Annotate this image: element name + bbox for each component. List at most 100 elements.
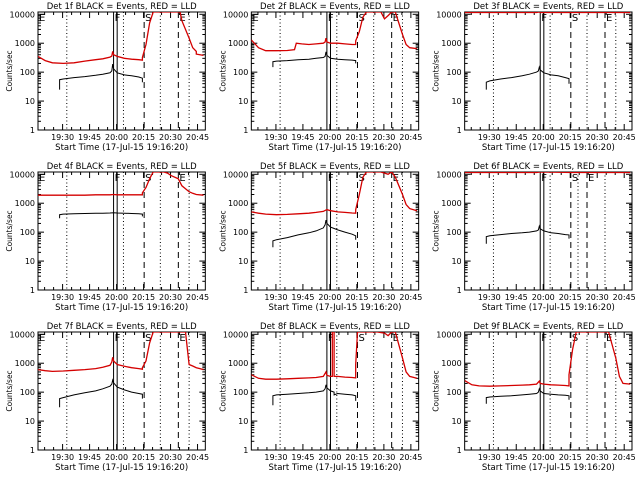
y-tick-label: 10 [238, 97, 248, 106]
panel-8: F S E 1 10 100 1000 10000 19:30 19:45 20:00 20:15 20… [218, 322, 422, 473]
y-tick-label: 10 [25, 257, 35, 266]
region-marker: E [179, 13, 185, 24]
region-marker: S [358, 13, 364, 24]
y-tick-label: 1000 [228, 359, 248, 368]
y-tick-label: 100 [233, 388, 248, 397]
y-tick-label: 1 [30, 286, 35, 295]
y-tick-label: 10000 [223, 170, 248, 179]
x-tick-label: 20:00 [532, 293, 555, 302]
panel-3: F S E 1 10 100 1000 10000 19:30 19:45 20:00 20:15 20… [432, 2, 636, 153]
series-lld-line [251, 332, 418, 380]
y-tick-label: 10 [238, 417, 248, 426]
region-marker: S [145, 173, 151, 184]
y-tick-label: 10 [25, 97, 35, 106]
panel-title: Det 1f BLACK = Events, RED = LLD [47, 2, 197, 12]
y-tick-label: 100 [446, 228, 461, 237]
y-tick-label: 1000 [441, 199, 461, 208]
x-axis-label: Start Time (17-Jul-15 19:16:20) [55, 143, 188, 153]
y-axis-label: Counts/sec [5, 50, 14, 91]
y-axis-label: Counts/sec [5, 370, 14, 411]
plot-frame [37, 171, 206, 291]
series-lld-line [38, 332, 204, 373]
x-tick-label: 20:45 [186, 133, 209, 142]
x-tick-label: 20:00 [318, 133, 341, 142]
x-tick-label: 20:45 [613, 133, 636, 142]
region-marker: F [328, 13, 334, 24]
series-lld-line [464, 12, 631, 14]
y-tick-label: 1000 [15, 359, 35, 368]
series-events-line [272, 51, 357, 68]
plot-frame [250, 331, 420, 451]
x-tick-label: 19:45 [78, 453, 101, 462]
x-tick-label: 19:30 [51, 133, 74, 142]
x-tick-label: 20:00 [105, 133, 128, 142]
series-lld-line [38, 12, 204, 65]
region-marker: S [572, 13, 578, 24]
x-axis-label: Start Time (17-Jul-15 19:16:20) [269, 463, 402, 473]
x-tick-label: 20:00 [105, 453, 128, 462]
x-tick-label: 20:30 [372, 453, 395, 462]
y-tick-label: 10000 [10, 10, 35, 19]
region-marker: E [252, 13, 258, 24]
x-axis-label: Start Time (17-Jul-15 19:16:20) [269, 303, 402, 313]
y-tick-label: 1000 [441, 359, 461, 368]
x-tick-label: 20:00 [318, 453, 341, 462]
x-axis-label: Start Time (17-Jul-15 19:16:20) [482, 303, 615, 313]
x-tick-label: 20:30 [372, 293, 395, 302]
region-marker: E [393, 13, 399, 24]
y-tick-label: 1000 [228, 199, 248, 208]
y-axis-label: Counts/sec [432, 50, 441, 91]
x-tick-label: 19:45 [291, 133, 314, 142]
x-tick-label: 19:30 [478, 133, 501, 142]
y-tick-label: 100 [20, 228, 35, 237]
panel-title: Det 7f BLACK = Events, RED = LLD [47, 322, 197, 332]
y-tick-label: 100 [233, 228, 248, 237]
region-marker: F [115, 13, 121, 24]
region-marker: F [115, 173, 121, 184]
x-tick-label: 20:45 [399, 293, 422, 302]
x-tick-label: 20:15 [132, 293, 155, 302]
x-axis-label: Start Time (17-Jul-15 19:16:20) [55, 463, 188, 473]
panel-6: F S E 1 10 100 1000 10000 19:30 19:45 20:00 20:15 20… [432, 162, 636, 313]
series-lld-line [38, 172, 204, 196]
y-tick-label: 1 [30, 126, 35, 135]
x-tick-label: 20:30 [159, 453, 182, 462]
series-events-line [59, 378, 143, 408]
region-marker: F [541, 333, 547, 344]
x-tick-label: 20:30 [372, 133, 395, 142]
y-axis-label: Counts/sec [432, 210, 441, 251]
x-tick-label: 20:15 [132, 133, 155, 142]
y-tick-label: 1000 [228, 39, 248, 48]
x-tick-label: 19:45 [291, 293, 314, 302]
y-tick-label: 10000 [10, 330, 35, 339]
y-tick-label: 1 [457, 126, 462, 135]
series-events-line [485, 224, 570, 244]
x-tick-label: 19:30 [51, 293, 74, 302]
plot-frame [250, 11, 420, 131]
y-tick-label: 1 [457, 286, 462, 295]
panel-4: E F S E 1 10 100 1000 10000 19:30 19:45 20:00 20:15 2… [5, 162, 209, 313]
y-tick-label: 10 [238, 257, 248, 266]
x-tick-label: 19:30 [478, 293, 501, 302]
series-events-line [272, 384, 357, 406]
x-tick-label: 19:30 [264, 133, 287, 142]
region-marker: S [358, 173, 364, 184]
x-tick-label: 20:15 [559, 453, 582, 462]
y-tick-label: 1 [30, 446, 35, 455]
y-axis-label: Counts/sec [5, 210, 14, 251]
region-marker: E [179, 173, 185, 184]
x-tick-label: 19:45 [78, 293, 101, 302]
y-tick-label: 10000 [223, 330, 248, 339]
y-tick-label: 1 [243, 126, 248, 135]
plot-frame [250, 171, 420, 291]
x-tick-label: 19:30 [264, 293, 287, 302]
region-marker: E [39, 173, 45, 184]
series-events-line [59, 64, 143, 90]
region-marker: S [572, 173, 578, 184]
series-lld-line [251, 12, 417, 52]
plot-frame [37, 11, 206, 131]
region-marker: F [541, 173, 547, 184]
x-tick-label: 19:45 [291, 453, 314, 462]
x-tick-label: 20:00 [318, 293, 341, 302]
